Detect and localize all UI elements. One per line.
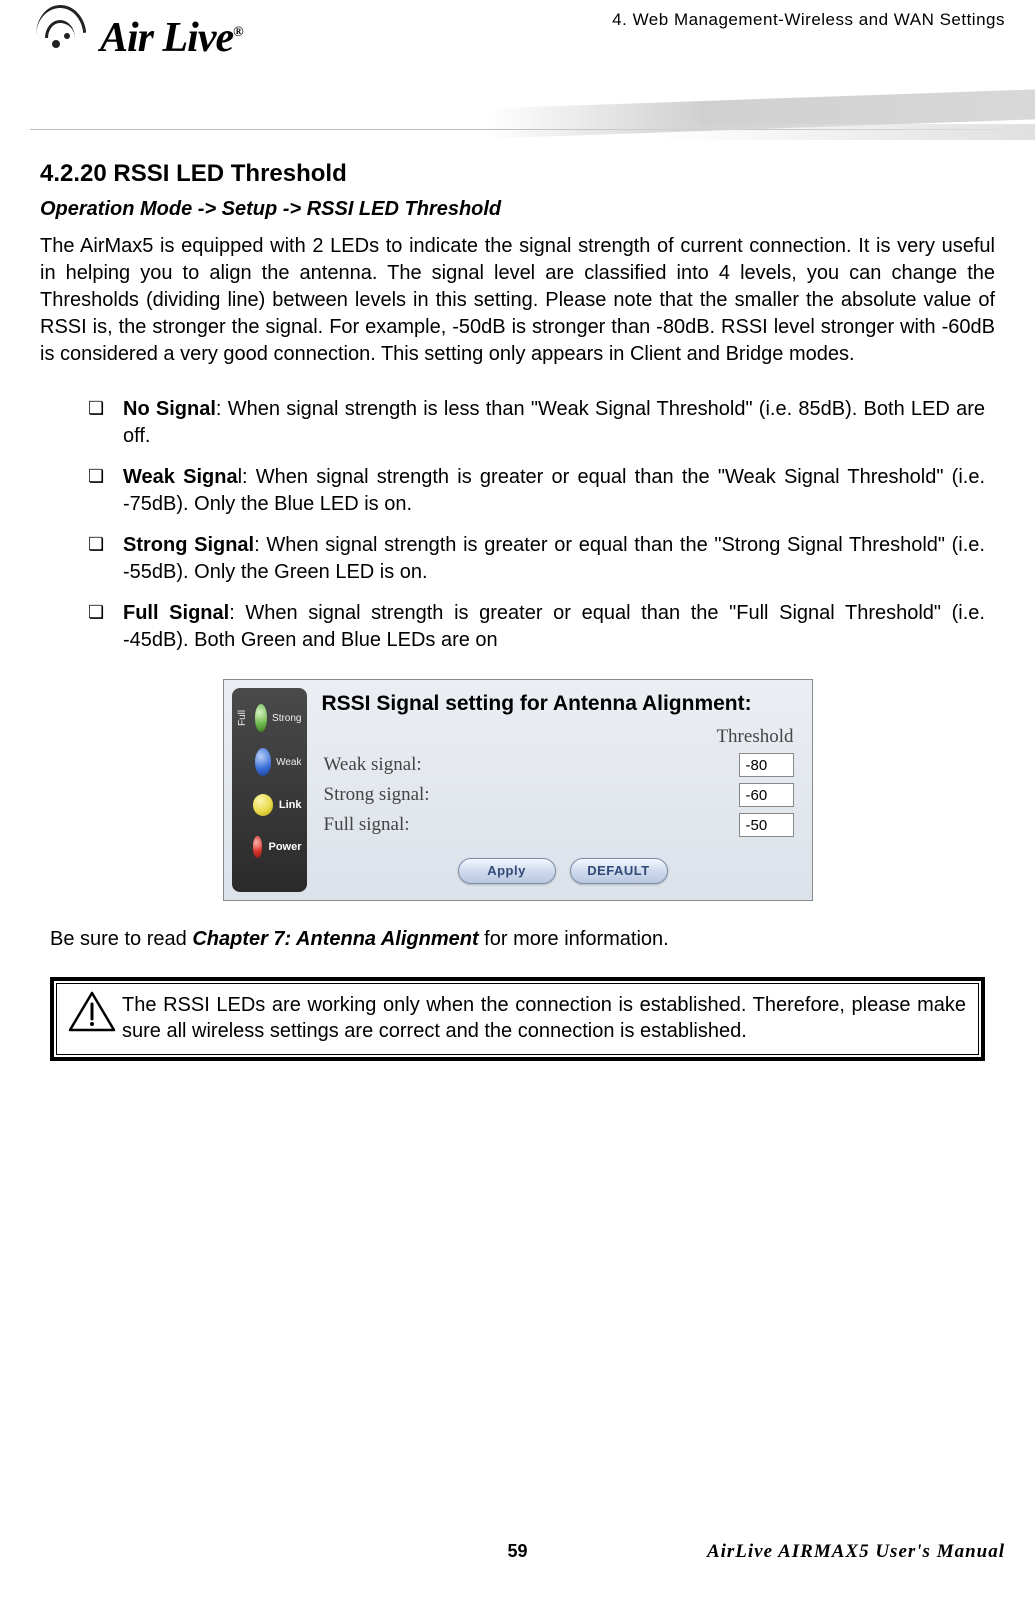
row-label: Strong signal: (324, 784, 430, 806)
weak-threshold-input[interactable] (739, 753, 794, 777)
logo-text: Air Live® (100, 14, 243, 62)
row-label: Full signal: (324, 814, 410, 836)
section-heading: 4.2.20 RSSI LED Threshold (40, 160, 995, 188)
weak-led-icon (255, 748, 272, 776)
header-swoosh-decoration (485, 94, 1035, 144)
threshold-row-full: Full signal: (322, 810, 804, 840)
panel-title: RSSI Signal setting for Antenna Alignmen… (322, 692, 804, 716)
signal-level-list: No Signal: When signal strength is less … (40, 396, 995, 654)
row-label: Weak signal: (324, 754, 422, 776)
led-power-label: Power (268, 841, 301, 853)
threshold-row-weak: Weak signal: (322, 750, 804, 780)
main-content: 4.2.20 RSSI LED Threshold Operation Mode… (30, 130, 1005, 1061)
led-row-link: Link (237, 786, 302, 824)
manual-title: AirLive AIRMAX5 User's Manual (707, 1541, 1005, 1563)
warning-icon (67, 990, 122, 1038)
breadcrumb-path: Operation Mode -> Setup -> RSSI LED Thre… (40, 198, 995, 221)
list-item: Full Signal: When signal strength is gre… (88, 600, 985, 654)
brand-logo: Air Live® (30, 5, 243, 70)
threshold-row-strong: Strong signal: (322, 780, 804, 810)
full-threshold-input[interactable] (739, 813, 794, 837)
threshold-column-header: Threshold (322, 726, 804, 748)
list-item: No Signal: When signal strength is less … (88, 396, 985, 450)
followup-text: Be sure to read Chapter 7: Antenna Align… (40, 926, 995, 953)
intro-paragraph: The AirMax5 is equipped with 2 LEDs to i… (40, 233, 995, 368)
strong-threshold-input[interactable] (739, 783, 794, 807)
led-row-weak: . Weak (237, 742, 302, 782)
embedded-screenshot: Full Strong . Weak Link (40, 679, 995, 901)
note-text: The RSSI LEDs are working only when the … (122, 990, 966, 1044)
list-item: Weak Signal: When signal strength is gre… (88, 464, 985, 518)
led-row-power: Power (237, 828, 302, 866)
strong-led-icon (255, 704, 268, 732)
page-number: 59 (507, 1541, 527, 1562)
page-header: 4. Web Management-Wireless and WAN Setti… (30, 0, 1005, 130)
page-footer: 59 AirLive AIRMAX5 User's Manual (30, 1541, 1005, 1571)
led-strong-label: Strong (272, 713, 301, 724)
power-led-icon (253, 836, 263, 858)
default-button[interactable]: DEFAULT (570, 858, 668, 884)
led-full-label: Full (237, 698, 248, 738)
led-indicator-panel: Full Strong . Weak Link (232, 688, 307, 892)
warning-note-box: The RSSI LEDs are working only when the … (50, 977, 985, 1061)
led-link-label: Link (279, 799, 302, 811)
rssi-settings-panel: Full Strong . Weak Link (223, 679, 813, 901)
logo-mark-icon (30, 5, 95, 70)
led-row-strong: Full Strong (237, 698, 302, 738)
link-led-icon (253, 794, 273, 816)
apply-button[interactable]: Apply (458, 858, 556, 884)
led-weak-label: Weak (276, 757, 301, 768)
chapter-title: 4. Web Management-Wireless and WAN Setti… (612, 10, 1005, 30)
list-item: Strong Signal: When signal strength is g… (88, 532, 985, 586)
